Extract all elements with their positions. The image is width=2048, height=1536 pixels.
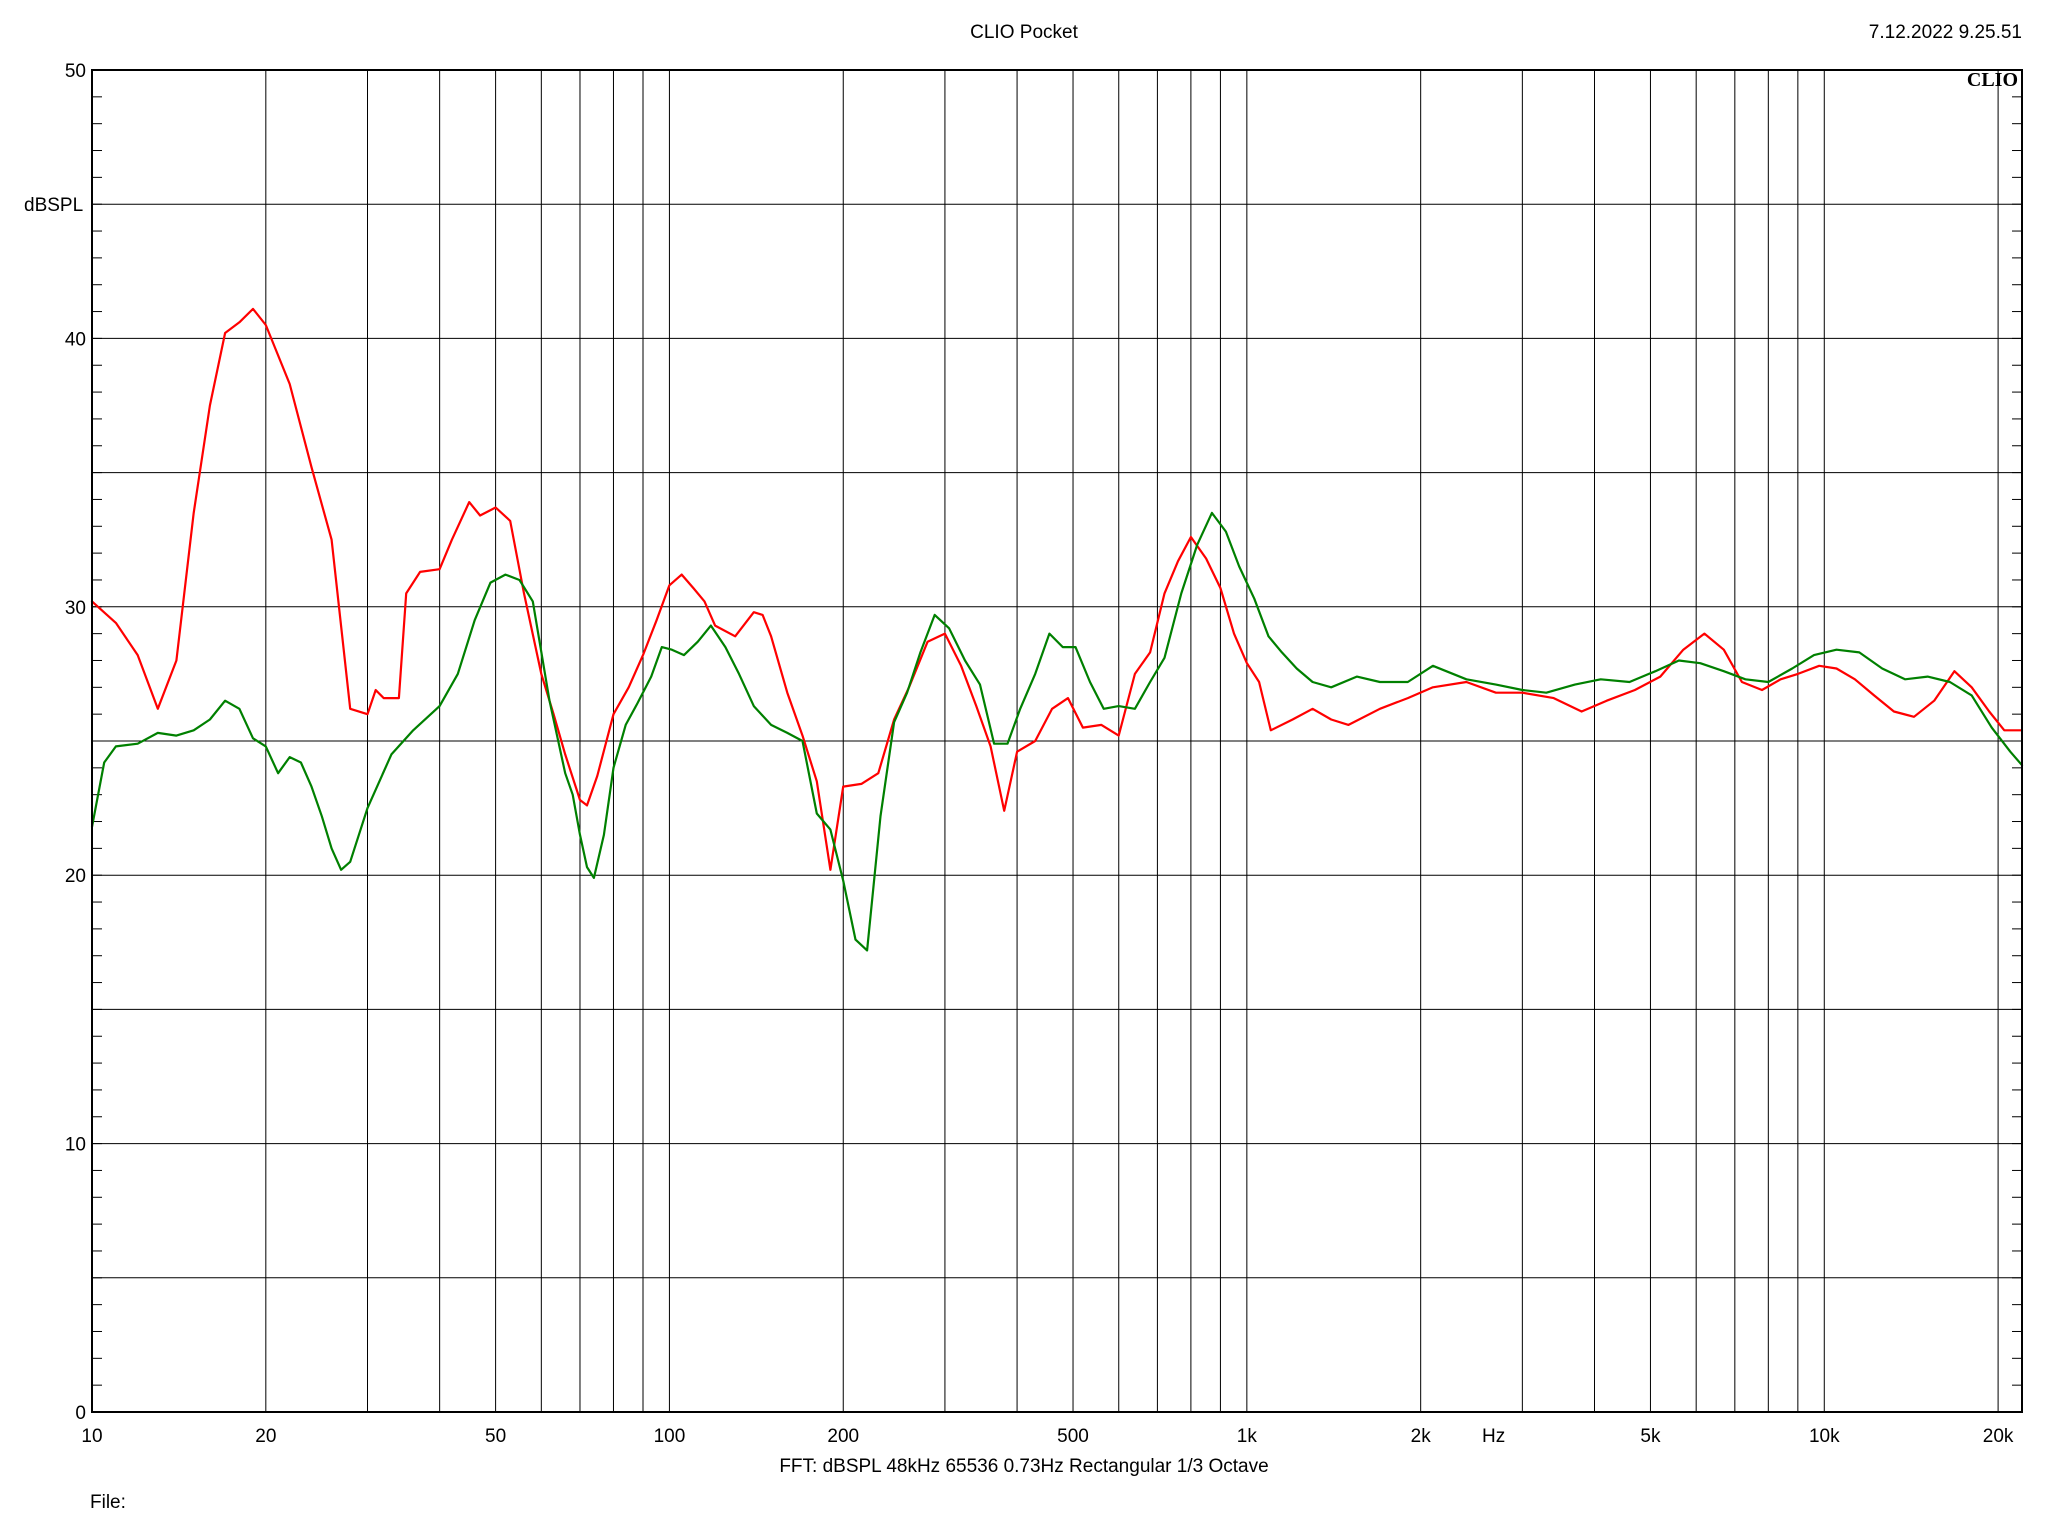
y-tick-label: 0 — [75, 1403, 86, 1424]
grid-lines — [91, 70, 2022, 1412]
x-tick-label: 500 — [1057, 1426, 1089, 1447]
timestamp: 7.12.2022 9.25.51 — [1868, 22, 2022, 43]
x-tick-label: 10k — [1809, 1426, 1840, 1447]
x-tick-label: 10 — [81, 1426, 102, 1447]
series-line-2 — [90, 511, 2024, 952]
x-tick-label: 200 — [827, 1426, 859, 1447]
plot-frame — [91, 69, 2023, 1413]
x-axis-label: Hz — [1482, 1426, 1505, 1447]
measurement-settings: FFT: dBSPL 48kHz 65536 0.73Hz Rectangula… — [779, 1456, 1269, 1477]
series-layer — [90, 307, 2024, 952]
x-tick-label: 1k — [1237, 1426, 1258, 1447]
series-line-1 — [90, 307, 2024, 871]
x-tick-labels: 10 20 50 100 200 500 1k 2k 5k 10k 20k — [81, 1426, 2013, 1447]
x-tick-label: 2k — [1411, 1426, 1432, 1447]
y-tick-label: 10 — [65, 1135, 86, 1156]
y-tick-labels: 0 10 20 30 40 50 — [65, 61, 86, 1424]
y-tick-label: 40 — [65, 329, 86, 350]
chart-title: CLIO Pocket — [970, 22, 1078, 43]
x-tick-label: 5k — [1640, 1426, 1661, 1447]
y-tick-label: 50 — [65, 61, 86, 82]
clio-logo: CLIO — [1967, 69, 2018, 91]
x-tick-label: 20 — [255, 1426, 276, 1447]
file-label: File: — [90, 1492, 126, 1513]
y-tick-label: 30 — [65, 598, 86, 619]
x-tick-label: 20k — [1983, 1426, 2014, 1447]
y-tick-label: 20 — [65, 866, 86, 887]
y-axis-label: dBSPL — [24, 195, 83, 216]
x-tick-label: 50 — [485, 1426, 506, 1447]
x-tick-label: 100 — [654, 1426, 686, 1447]
